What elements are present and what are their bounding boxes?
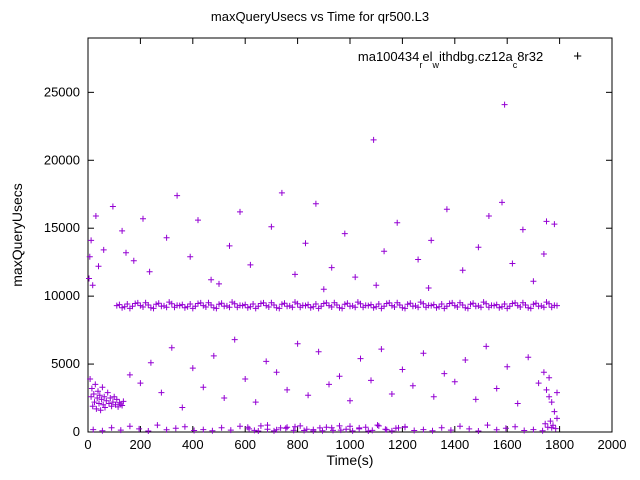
- x-tick-label: 1600: [493, 437, 522, 452]
- legend-label: ma100434relwithdbg.cz12ac8r32: [357, 49, 544, 70]
- legend: ma100434relwithdbg.cz12ac8r32 +: [357, 48, 582, 70]
- x-tick-label: 600: [234, 437, 256, 452]
- y-tick-label: 10000: [44, 288, 80, 303]
- legend-label-segment: ma100434: [357, 49, 420, 64]
- legend-label-segment: w: [432, 59, 439, 70]
- y-tick-label: 25000: [44, 84, 80, 99]
- data-points: [86, 101, 560, 434]
- y-tick-label: 15000: [44, 220, 80, 235]
- x-tick-label: 200: [130, 437, 152, 452]
- x-tick-label: 2000: [598, 437, 627, 452]
- y-tick-label: 0: [73, 424, 80, 439]
- legend-marker-icon: +: [573, 48, 582, 65]
- x-axis-label: Time(s): [326, 452, 374, 468]
- legend-label-segment: ithdbg.cz12a: [438, 49, 513, 64]
- x-tick-label: 1000: [336, 437, 365, 452]
- x-tick-label: 400: [182, 437, 204, 452]
- x-tick-label: 1800: [545, 437, 574, 452]
- y-tick-label: 20000: [44, 152, 80, 167]
- x-tick-label: 1200: [388, 437, 417, 452]
- chart-title: maxQueryUsecs vs Time for qr500.L3: [210, 9, 430, 24]
- y-tick-label: 5000: [51, 356, 80, 371]
- y-axis-label: maxQueryUsecs: [9, 183, 25, 287]
- legend-label-segment: c: [512, 59, 518, 70]
- x-tick-label: 1400: [440, 437, 469, 452]
- x-tick-label: 800: [287, 437, 309, 452]
- legend-label-segment: 8r32: [517, 49, 544, 64]
- x-tick-label: 0: [84, 437, 91, 452]
- legend-label-segment: el: [422, 49, 433, 64]
- legend-label-segment: r: [419, 59, 423, 70]
